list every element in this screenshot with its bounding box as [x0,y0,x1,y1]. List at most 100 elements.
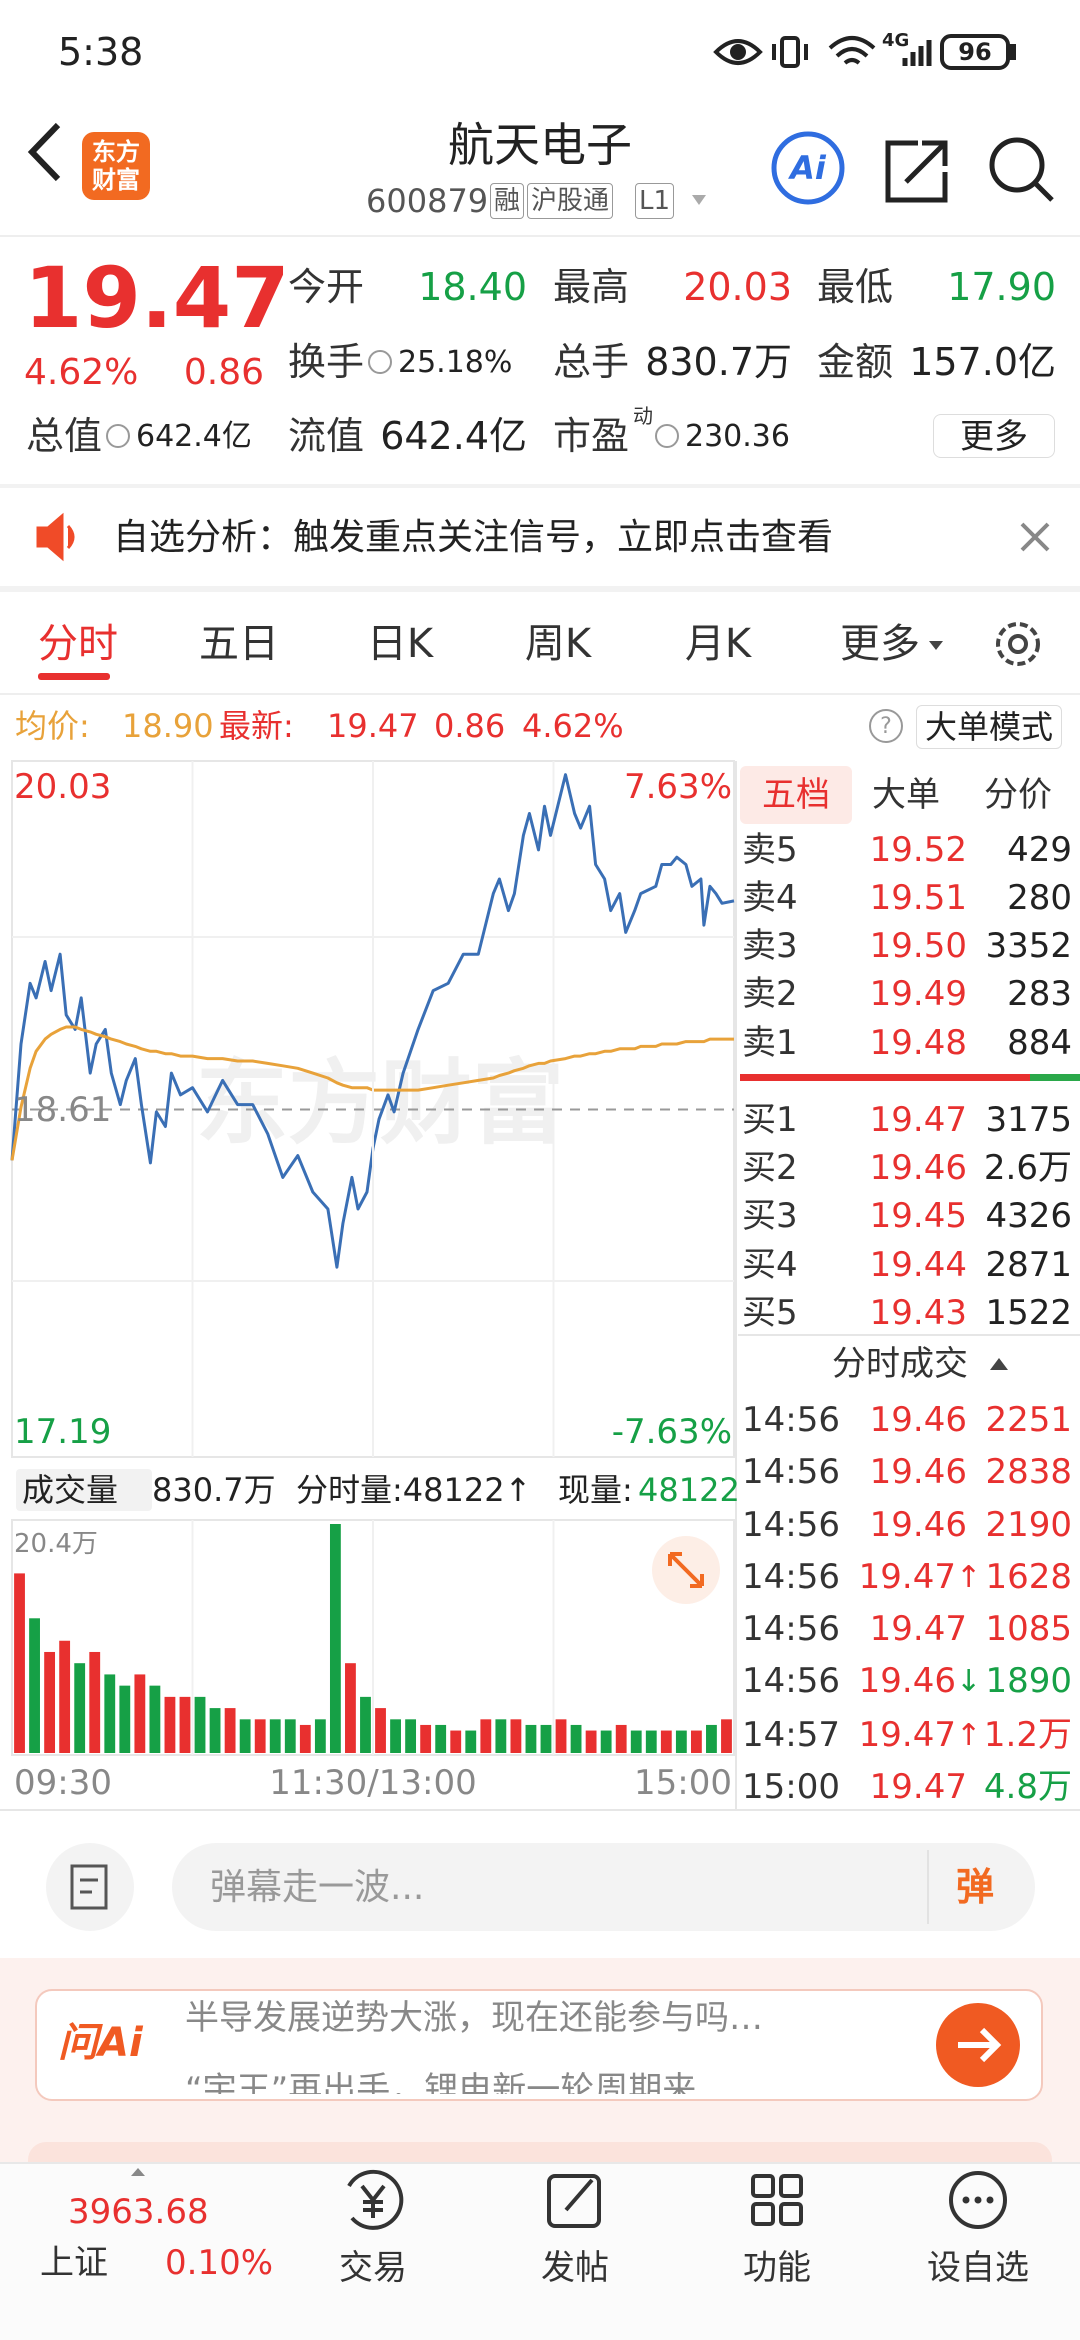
mode-button[interactable]: 大单模式 [916,705,1063,749]
book-volume: 4326 [985,1196,1072,1236]
comment-icon [70,1864,108,1910]
volume-bar [600,1730,612,1753]
y-tick-label: 17.19 [14,1412,112,1452]
index-name: 上证 [40,2243,108,2283]
ai-icon[interactable] [771,131,845,205]
volume-bar [570,1724,582,1753]
book-tab[interactable]: 大单 [872,775,940,815]
back-icon[interactable] [27,122,61,182]
trades-title[interactable]: 分时成交 [832,1344,968,1384]
volume-bar [254,1719,266,1753]
ad-card[interactable] [35,1989,1043,2101]
ai-label[interactable]: Ai [790,149,826,187]
trade-time: 14:56 [742,1400,840,1440]
volume-bar [29,1618,40,1753]
y2-tick-label: -7.63% [611,1412,732,1452]
tab[interactable]: 日K [366,621,434,667]
volume-bar [164,1696,176,1753]
volume-bar [690,1730,702,1753]
alert-text[interactable]: 自选分析：触发重点关注信号，立即点击查看 [113,516,834,558]
book-price: 19.48 [869,1023,967,1063]
tab[interactable]: 月K [684,621,752,667]
stock-code: 600879 [366,182,489,220]
comment-button[interactable]: 弹 [955,1864,994,1909]
volume-bar [179,1696,191,1753]
book-level: 卖5 [742,830,798,870]
book-volume: 884 [1007,1023,1072,1063]
ad-line: “宇王”再出手，锂电新一轮周期来 [185,2070,697,2094]
book-tab[interactable]: 分价 [984,775,1052,815]
index-value[interactable]: 3963.68 [68,2192,209,2232]
y-tick-label: 20.4万 [14,1529,98,1559]
trade-time: 14:56 [742,1505,840,1545]
more-button[interactable]: 更多 [933,414,1055,458]
comment-placeholder[interactable]: 弹幕走一波... [210,1866,425,1908]
tab[interactable]: 分时 [38,621,118,667]
volume-bar [224,1708,236,1753]
nav-dots [962,2196,994,2204]
stat-label: 换手 [288,339,365,384]
volume-bar [59,1640,71,1753]
stat-value: 18.40 [418,264,527,309]
volume-bar [375,1708,386,1753]
nav-item[interactable]: 设自选 [927,2248,1029,2288]
network-type: 4G [882,29,910,51]
volume-bar [44,1651,56,1753]
volume-label[interactable]: 成交量 [16,1469,153,1511]
stat-label: 今开 [288,264,365,309]
stat-label: 金额 [817,339,894,384]
trade-volume: 1085 [985,1609,1072,1649]
trade-price: 19.46 [858,1661,956,1701]
avg-value: 18.90 [122,707,214,745]
collapse-icon[interactable] [990,1358,1008,1370]
trade-volume: 1.2万 [983,1715,1072,1755]
divider [0,1809,1080,1811]
tab[interactable]: 更多 [840,621,920,667]
price: 19.47 [24,248,290,347]
price-line [10,773,735,1269]
close-icon[interactable] [1020,522,1050,552]
stat-value: 642.4亿 [380,413,527,458]
nav-item[interactable]: 发帖 [541,2248,609,2288]
stat-value: 17.90 [947,264,1056,309]
volume-total: 830.7万 [152,1471,276,1509]
x-tick-label: 11:30/13:00 [269,1763,477,1803]
help-icon[interactable] [869,709,903,743]
trade-volume: 1890 [985,1661,1072,1701]
nav-item[interactable]: 交易 [339,2248,407,2288]
settings-icon[interactable] [996,622,1040,666]
stock-tag: 融 [490,183,525,219]
comment-icon-bg[interactable] [46,1843,134,1931]
trade-volume: 2190 [985,1505,1072,1545]
volume-bar [119,1685,131,1753]
book-price: 19.44 [869,1245,967,1285]
comment-input[interactable] [172,1843,1035,1931]
stat-label: 市盈 [553,413,630,458]
help-label[interactable]: ? [880,713,892,739]
nav-item[interactable]: 功能 [743,2248,811,2288]
search-icon[interactable] [989,137,1054,202]
volume-bar [706,1724,717,1753]
volume-bar [585,1730,597,1753]
expand-icon[interactable] [131,2168,145,2176]
volume-bar [345,1663,356,1753]
divider [0,586,1080,592]
divider [0,693,1080,695]
share-icon[interactable] [885,140,948,203]
logo-text: 东方 [92,137,140,166]
volume-bar [390,1719,401,1753]
book-price: 19.45 [869,1196,967,1236]
volume-bar [269,1719,281,1753]
book-tab[interactable]: 五档 [762,775,830,815]
trade-volume: 2251 [985,1400,1072,1440]
book-price: 19.52 [869,830,967,870]
logo-text: 财富 [92,165,140,194]
arrow-icon [958,2027,1002,2063]
stat-label: 流值 [288,413,365,458]
tab[interactable]: 周K [524,621,592,667]
ad-brand: 问Ai [58,2020,143,2066]
tab[interactable]: 五日 [199,621,279,667]
volume-bar [645,1730,657,1753]
